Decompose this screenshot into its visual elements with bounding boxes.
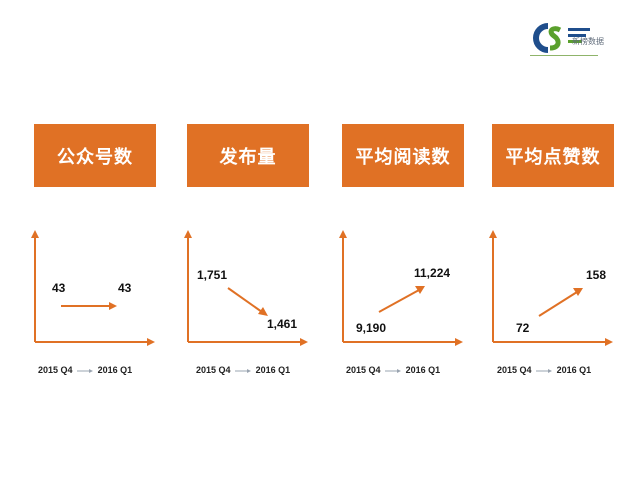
start-value: 72 xyxy=(516,321,530,335)
x-to-label: 2016 Q1 xyxy=(255,365,291,375)
small-arrow-icon xyxy=(385,368,402,373)
trend-arrow-head-icon xyxy=(573,288,583,296)
trend-arrow xyxy=(227,287,263,313)
end-value: 43 xyxy=(118,281,132,295)
x-to-label: 2016 Q1 xyxy=(405,365,441,375)
x-axis-arrow-icon xyxy=(605,338,613,346)
logo-mark-icon xyxy=(533,23,590,53)
x-to-label: 2016 Q1 xyxy=(556,365,592,375)
panel-posts: 发布量 1,751 1,461 xyxy=(184,124,309,374)
start-value: 43 xyxy=(52,281,66,295)
trend-plot xyxy=(489,230,613,346)
panel-title: 发布量 xyxy=(187,124,309,187)
x-from-label: 2015 Q4 xyxy=(196,365,231,375)
x-axis-label: 2015 Q4 2016 Q1 xyxy=(38,365,132,375)
x-axis-arrow-icon xyxy=(455,338,463,346)
x-axis-arrow-icon xyxy=(147,338,155,346)
x-from-label: 2015 Q4 xyxy=(497,365,532,375)
logo-subtitle: 新榜数据 xyxy=(572,37,604,46)
x-axis-label: 2015 Q4 2016 Q1 xyxy=(497,365,591,375)
y-axis-arrow-icon xyxy=(489,230,497,238)
end-value: 11,224 xyxy=(414,266,451,280)
x-axis-label: 2015 Q4 2016 Q1 xyxy=(346,365,440,375)
x-from-label: 2015 Q4 xyxy=(346,365,381,375)
x-to-label: 2016 Q1 xyxy=(97,365,133,375)
y-axis-arrow-icon xyxy=(184,230,192,238)
trend-plot xyxy=(31,230,155,346)
trend-plot xyxy=(339,230,463,346)
small-arrow-icon xyxy=(536,368,553,373)
start-value: 1,751 xyxy=(197,268,228,282)
y-axis-arrow-icon xyxy=(339,230,347,238)
trend-arrow-head-icon xyxy=(258,307,268,316)
trend-arrow xyxy=(538,291,578,317)
start-value: 9,190 xyxy=(356,321,387,335)
y-axis-arrow-icon xyxy=(31,230,39,238)
x-axis-label: 2015 Q4 2016 Q1 xyxy=(196,365,290,375)
small-arrow-icon xyxy=(77,368,94,373)
trend-arrow-head-icon xyxy=(415,286,425,294)
end-value: 158 xyxy=(586,268,607,282)
panel-avg-likes: 平均点赞数 72 158 xyxy=(489,124,614,374)
small-arrow-icon xyxy=(235,368,252,373)
panel-accounts: 公众号数 43 43 xyxy=(31,124,156,374)
trend-arrow-head-icon xyxy=(109,302,117,310)
x-from-label: 2015 Q4 xyxy=(38,365,73,375)
trend-plot xyxy=(184,230,308,346)
logo-divider xyxy=(530,55,598,56)
panel-title: 公众号数 xyxy=(34,124,156,187)
x-axis-arrow-icon xyxy=(300,338,308,346)
end-value: 1,461 xyxy=(267,317,298,331)
trend-arrow xyxy=(378,289,420,313)
panel-avg-reads: 平均阅读数 9,190 11,224 xyxy=(339,124,464,374)
panel-title: 平均阅读数 xyxy=(342,124,464,187)
panel-title: 平均点赞数 xyxy=(492,124,614,187)
